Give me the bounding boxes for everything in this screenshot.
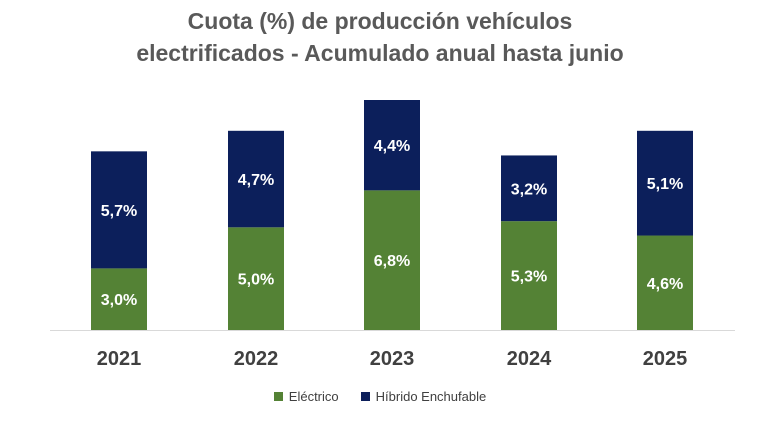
bar-electrico-2024 — [501, 221, 557, 330]
bar-hibrido-2021 — [91, 151, 147, 269]
bar-electrico-2025 — [637, 235, 693, 330]
chart-title-line-2: electrificados - Acumulado anual hasta j… — [136, 40, 624, 66]
data-label-electrico-2021: 3,0% — [101, 292, 137, 309]
bar-hibrido-2023 — [364, 100, 420, 191]
legend-label-electrico: Eléctrico — [288, 389, 339, 404]
x-tick-label-2024: 2024 — [507, 348, 552, 370]
data-label-electrico-2022: 5,0% — [238, 272, 274, 289]
x-tick-label-2022: 2022 — [234, 348, 279, 370]
x-tick-label-2023: 2023 — [370, 348, 415, 370]
data-label-electrico-2024: 5,3% — [511, 269, 547, 286]
legend-label-hibrido: Híbrido Enchufable — [375, 389, 487, 404]
data-label-hibrido-2021: 5,7% — [101, 203, 137, 220]
bar-hibrido-2024 — [501, 155, 557, 222]
legend-swatch-hibrido — [360, 392, 370, 401]
legend-item-electrico: Eléctrico — [273, 389, 339, 404]
data-label-electrico-2025: 4,6% — [647, 276, 683, 293]
legend-swatch-electrico — [273, 392, 283, 401]
data-label-electrico-2023: 6,8% — [374, 253, 410, 270]
data-label-hibrido-2025: 5,1% — [647, 176, 683, 193]
legend: Eléctrico Híbrido Enchufable — [0, 389, 760, 404]
legend-item-hibrido: Híbrido Enchufable — [360, 389, 487, 404]
bar-electrico-2022 — [228, 227, 284, 330]
chart-title-line-1: Cuota (%) de producción vehículos — [187, 8, 573, 34]
x-tick-label-2021: 2021 — [97, 348, 142, 370]
data-label-hibrido-2023: 4,4% — [374, 138, 410, 155]
bar-hibrido-2022 — [228, 130, 284, 228]
bar-electrico-2023 — [364, 190, 420, 330]
data-label-hibrido-2022: 4,7% — [238, 172, 274, 189]
bar-hibrido-2025 — [637, 130, 693, 236]
bar-electrico-2021 — [91, 268, 147, 330]
data-label-hibrido-2024: 3,2% — [511, 181, 547, 198]
x-tick-label-2025: 2025 — [643, 348, 688, 370]
